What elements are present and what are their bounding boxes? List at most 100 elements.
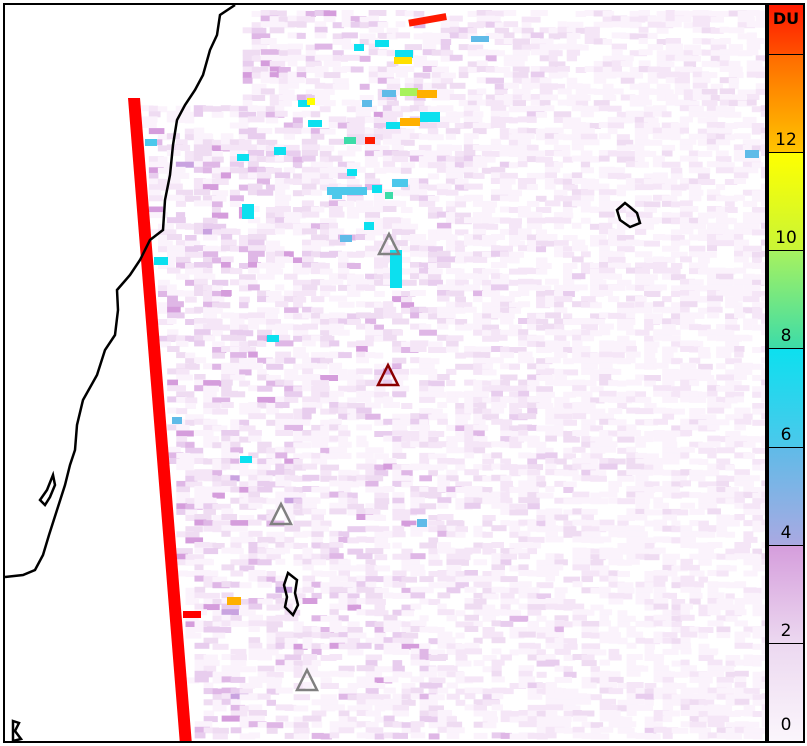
- so2-pixel: [437, 374, 450, 380]
- colorbar-tick-label: 6: [780, 424, 792, 445]
- so2-pixel: [284, 497, 302, 504]
- so2-pixel: [644, 363, 657, 370]
- so2-pixel: [239, 313, 250, 320]
- so2-pixel: [248, 318, 265, 324]
- so2-pixel: [401, 296, 413, 303]
- so2-high-pixel: [340, 235, 352, 242]
- so2-pixel: [716, 693, 734, 700]
- so2-pixel: [572, 390, 584, 397]
- so2-pixel: [329, 642, 346, 649]
- so2-pixel: [590, 694, 602, 701]
- so2-pixel: [671, 274, 686, 281]
- so2-pixel: [365, 693, 378, 700]
- so2-pixel: [599, 458, 615, 464]
- so2-pixel: [662, 346, 678, 353]
- so2-pixel: [383, 273, 393, 280]
- so2-pixel: [193, 110, 204, 117]
- so2-pixel: [293, 414, 312, 421]
- so2-pixel: [139, 105, 154, 112]
- so2-pixel: [329, 654, 343, 660]
- so2-pixel: [716, 273, 734, 280]
- so2-pixel: [689, 408, 706, 415]
- so2-pixel: [751, 128, 765, 135]
- so2-pixel: [751, 162, 764, 169]
- so2-pixel: [166, 245, 184, 252]
- so2-pixel: [643, 111, 655, 118]
- so2-pixel: [257, 307, 275, 314]
- so2-pixel: [167, 379, 179, 386]
- so2-pixel: [445, 240, 462, 247]
- so2-pixel: [302, 430, 320, 436]
- so2-pixel: [166, 234, 183, 240]
- so2-pixel: [247, 166, 265, 173]
- so2-pixel: [599, 368, 615, 375]
- so2-pixel: [590, 352, 603, 359]
- so2-pixel: [185, 498, 201, 505]
- so2-pixel: [395, 66, 415, 72]
- so2-pixel: [761, 542, 765, 548]
- so2-pixel: [455, 414, 471, 421]
- so2-pixel: [590, 285, 601, 292]
- so2-pixel: [338, 368, 348, 375]
- so2-pixel: [338, 469, 352, 476]
- so2-pixel: [500, 592, 515, 599]
- so2-pixel: [761, 486, 765, 492]
- so2-pixel: [671, 263, 683, 269]
- so2-pixel: [428, 638, 446, 645]
- so2-pixel: [319, 167, 334, 174]
- so2-pixel: [626, 486, 642, 492]
- so2-pixel: [662, 564, 674, 571]
- so2-pixel: [274, 127, 293, 134]
- so2-pixel: [566, 21, 584, 28]
- so2-pixel: [743, 324, 753, 331]
- so2-pixel: [662, 458, 680, 465]
- so2-pixel: [256, 128, 273, 135]
- so2-pixel: [590, 453, 603, 460]
- so2-pixel: [464, 642, 480, 649]
- colorbar-band: [769, 250, 803, 349]
- so2-pixel: [554, 632, 565, 639]
- so2-pixel: [503, 10, 517, 16]
- so2-pixel: [445, 234, 458, 241]
- so2-pixel: [428, 515, 442, 521]
- so2-pixel: [320, 705, 336, 712]
- so2-pixel: [239, 666, 257, 673]
- so2-pixel: [320, 341, 331, 348]
- so2-pixel: [329, 721, 345, 728]
- so2-pixel: [494, 50, 505, 57]
- so2-pixel: [440, 89, 455, 96]
- so2-pixel: [643, 207, 657, 213]
- so2-pixel: [548, 50, 563, 57]
- so2-pixel: [305, 61, 322, 68]
- so2-pixel: [697, 235, 709, 241]
- so2-pixel: [221, 614, 232, 621]
- so2-pixel: [743, 704, 756, 711]
- so2-pixel: [554, 380, 573, 387]
- so2-pixel: [620, 55, 634, 62]
- so2-pixel: [257, 671, 270, 678]
- so2-pixel: [212, 279, 229, 286]
- so2-pixel: [485, 100, 503, 107]
- so2-pixel: [464, 256, 480, 263]
- so2-pixel: [292, 117, 303, 124]
- so2-pixel: [269, 72, 280, 79]
- so2-pixel: [202, 245, 218, 252]
- so2-pixel: [580, 156, 598, 163]
- so2-pixel: [293, 386, 303, 393]
- so2-pixel: [305, 78, 320, 85]
- so2-pixel: [734, 351, 744, 358]
- so2-pixel: [194, 586, 206, 593]
- so2-pixel: [212, 699, 229, 706]
- so2-pixel: [203, 727, 219, 734]
- so2-pixel: [746, 99, 757, 106]
- so2-pixel: [446, 665, 458, 672]
- so2-pixel: [710, 55, 729, 62]
- so2-pixel: [338, 503, 351, 510]
- so2-pixel: [611, 15, 628, 22]
- so2-pixel: [671, 386, 689, 393]
- so2-pixel: [509, 487, 520, 493]
- so2-pixel: [428, 722, 444, 729]
- so2-pixel: [545, 430, 555, 436]
- so2-pixel: [239, 408, 251, 415]
- so2-pixel: [527, 542, 542, 549]
